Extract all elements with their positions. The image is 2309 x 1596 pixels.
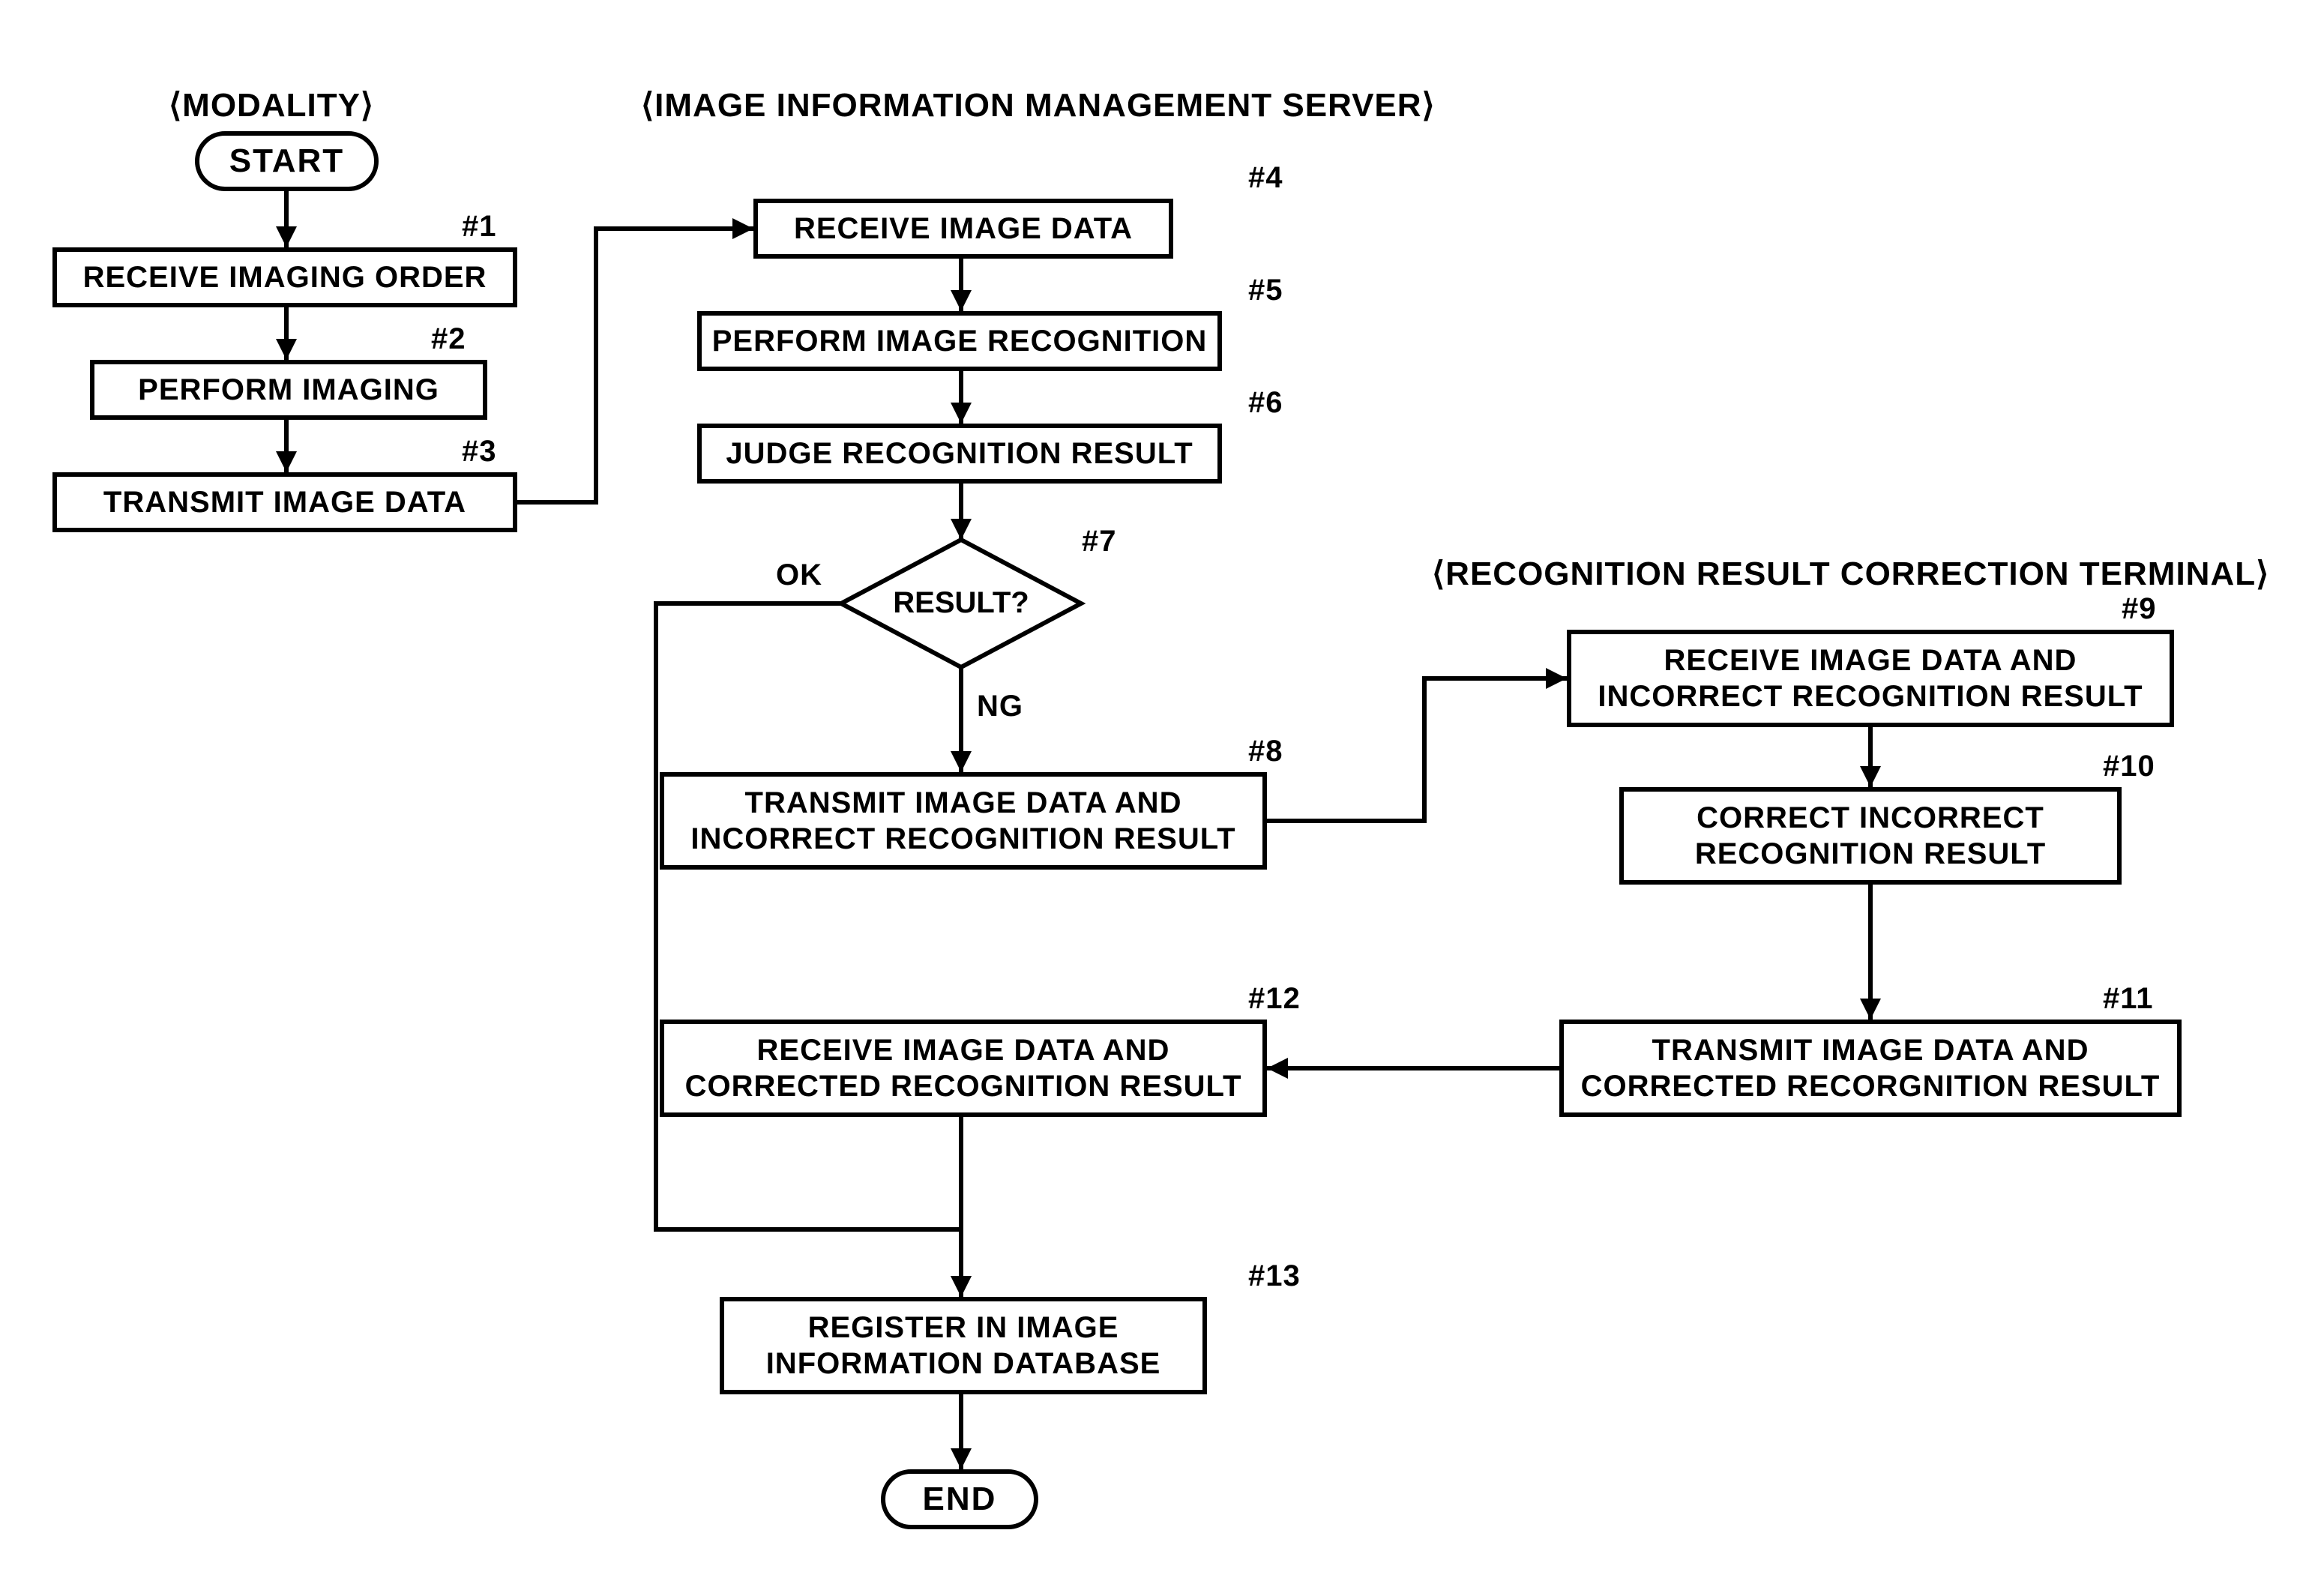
- tag-10: #10: [2103, 750, 2155, 783]
- section-server: ⟨IMAGE INFORMATION MANAGEMENT SERVER⟩: [641, 86, 1436, 124]
- tag-2: #2: [431, 322, 466, 356]
- tag-12: #12: [1248, 982, 1301, 1016]
- tag-8: #8: [1248, 735, 1283, 768]
- node-6: JUDGE RECOGNITION RESULT: [697, 424, 1222, 484]
- section-modality: ⟨MODALITY⟩: [169, 86, 374, 124]
- edge-line: [1267, 678, 1567, 821]
- edge-label-ng: NG: [977, 690, 1023, 723]
- tag-7: #7: [1082, 525, 1117, 558]
- edge-arrowhead: [276, 226, 297, 247]
- edge-arrowhead: [1860, 766, 1881, 787]
- node-1: RECEIVE IMAGING ORDER: [52, 247, 517, 307]
- node-5: PERFORM IMAGE RECOGNITION: [697, 311, 1222, 371]
- edge-arrowhead: [276, 339, 297, 360]
- tag-3: #3: [462, 435, 497, 469]
- edge-arrowhead: [276, 451, 297, 472]
- node-12: RECEIVE IMAGE DATA AND CORRECTED RECOGNI…: [660, 1020, 1267, 1117]
- node-8: TRANSMIT IMAGE DATA AND INCORRECT RECOGN…: [660, 772, 1267, 870]
- edge-arrowhead: [951, 751, 972, 772]
- edge-label-ok: OK: [776, 558, 822, 592]
- tag-11: #11: [2103, 982, 2154, 1016]
- node-13: REGISTER IN IMAGE INFORMATION DATABASE: [720, 1297, 1207, 1394]
- node-3: TRANSMIT IMAGE DATA: [52, 472, 517, 532]
- edge-arrowhead: [951, 1276, 972, 1297]
- node-10: CORRECT INCORRECT RECOGNITION RESULT: [1619, 787, 2122, 885]
- tag-9: #9: [2122, 592, 2157, 626]
- edge-arrowhead: [1546, 668, 1567, 689]
- node-2: PERFORM IMAGING: [90, 360, 487, 420]
- tag-6: #6: [1248, 386, 1283, 420]
- edge-arrowhead: [951, 519, 972, 540]
- node-9: RECEIVE IMAGE DATA AND INCORRECT RECOGNI…: [1567, 630, 2174, 727]
- node-11: TRANSMIT IMAGE DATA AND CORRECTED RECORG…: [1559, 1020, 2182, 1117]
- tag-5: #5: [1248, 274, 1283, 307]
- terminal-end: END: [881, 1469, 1038, 1529]
- tag-13: #13: [1248, 1259, 1301, 1293]
- edge-arrowhead: [1267, 1058, 1288, 1079]
- edge-arrowhead: [732, 218, 753, 239]
- section-terminal: ⟨RECOGNITION RESULT CORRECTION TERMINAL⟩: [1432, 555, 2269, 593]
- node-4: RECEIVE IMAGE DATA: [753, 199, 1173, 259]
- decision-7-label: RESULT?: [893, 586, 1029, 619]
- edge-arrowhead: [951, 290, 972, 311]
- terminal-start: START: [195, 131, 379, 191]
- edge-line: [656, 603, 961, 1297]
- edge-arrowhead: [1860, 999, 1881, 1020]
- tag-4: #4: [1248, 161, 1283, 195]
- tag-1: #1: [462, 210, 497, 244]
- edge-arrowhead: [951, 403, 972, 424]
- edge-arrowhead: [951, 1448, 972, 1469]
